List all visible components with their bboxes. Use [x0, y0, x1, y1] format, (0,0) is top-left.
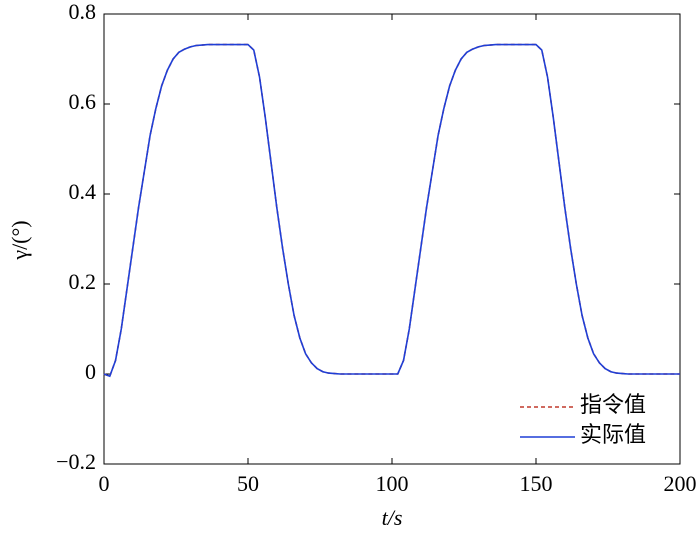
- plot-frame: [103, 13, 681, 465]
- x-tick-label: 0: [99, 471, 110, 496]
- y-tick-label: 0.2: [69, 269, 97, 294]
- x-axis-label: t/s: [382, 505, 403, 530]
- data-line: [103, 43, 680, 378]
- x-tick-label: 50: [237, 471, 259, 496]
- legend-label: 指令值: [580, 392, 646, 417]
- x-tick-label: 150: [520, 471, 553, 496]
- y-tick-label: 0.4: [69, 179, 97, 204]
- y-axis-label: γ/(°): [7, 220, 32, 260]
- y-tick-label: 0.8: [69, 0, 97, 24]
- y-tick-label: −0.2: [56, 449, 96, 474]
- x-tick-label: 200: [664, 471, 697, 496]
- y-tick-label: 0: [85, 359, 96, 384]
- x-tick-label: 100: [376, 471, 409, 496]
- legend-label: 实际值: [580, 422, 646, 447]
- y-tick-label: 0.6: [69, 89, 97, 114]
- data-line: [103, 43, 680, 378]
